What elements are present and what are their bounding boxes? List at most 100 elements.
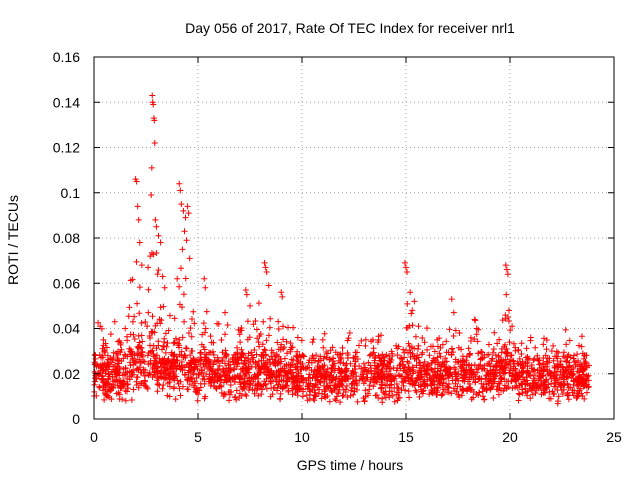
data-point	[288, 385, 295, 392]
data-point	[258, 357, 265, 364]
data-point	[236, 376, 243, 383]
data-point	[343, 383, 350, 390]
data-point	[561, 369, 568, 376]
data-point	[330, 358, 337, 365]
data-point	[240, 385, 247, 392]
data-point	[518, 350, 525, 357]
data-point	[386, 365, 393, 372]
data-point	[585, 383, 592, 390]
data-point	[544, 367, 551, 374]
data-point	[575, 357, 582, 364]
data-point	[211, 369, 218, 376]
data-point	[541, 381, 548, 388]
data-point	[165, 371, 172, 378]
data-point	[278, 377, 285, 384]
data-point	[524, 353, 531, 360]
data-point	[148, 192, 155, 199]
data-point	[294, 353, 301, 360]
data-point	[177, 265, 184, 272]
data-point	[150, 251, 157, 258]
data-point	[196, 387, 203, 394]
data-point	[509, 323, 516, 330]
data-point	[421, 339, 428, 346]
data-point	[503, 266, 510, 273]
data-point	[410, 380, 417, 387]
data-point	[197, 380, 204, 387]
data-point	[265, 365, 272, 372]
data-point	[154, 381, 161, 388]
data-point	[333, 397, 340, 404]
y-tick-label: 0.14	[53, 94, 80, 110]
data-point	[105, 384, 112, 391]
data-point	[275, 369, 282, 376]
data-point	[505, 307, 512, 314]
data-point	[505, 317, 512, 324]
data-point	[578, 343, 585, 350]
data-point	[255, 339, 262, 346]
data-point	[192, 388, 199, 395]
data-point	[375, 337, 382, 344]
data-point	[165, 356, 172, 363]
data-point	[122, 325, 129, 332]
data-point	[420, 387, 427, 394]
data-point	[452, 371, 459, 378]
data-point	[342, 367, 349, 374]
data-point	[231, 378, 238, 385]
data-point	[275, 325, 282, 332]
data-point	[463, 371, 470, 378]
data-point	[187, 352, 194, 359]
data-point	[491, 329, 498, 336]
data-point	[219, 349, 226, 356]
data-point	[428, 359, 435, 366]
data-point	[155, 338, 162, 345]
data-point	[344, 394, 351, 401]
data-point	[403, 264, 409, 271]
data-point	[138, 332, 145, 339]
data-point	[352, 363, 359, 370]
data-point	[555, 349, 562, 356]
data-point	[359, 375, 366, 382]
data-point	[450, 332, 457, 339]
data-point	[226, 369, 233, 376]
data-point	[542, 363, 549, 370]
data-point	[302, 365, 309, 372]
data-point	[105, 370, 112, 377]
data-point	[424, 376, 431, 383]
data-point	[473, 325, 480, 332]
data-point	[224, 322, 231, 329]
data-point	[478, 348, 485, 355]
data-point	[471, 361, 478, 368]
data-point	[540, 341, 547, 348]
data-point	[199, 331, 206, 338]
data-point	[361, 364, 368, 371]
data-point	[185, 210, 192, 217]
data-point	[406, 394, 413, 401]
y-tick-label: 0.16	[53, 49, 80, 65]
data-point	[538, 380, 545, 387]
data-point	[187, 325, 194, 332]
data-point	[210, 351, 217, 358]
data-point	[122, 364, 129, 371]
data-point	[405, 372, 412, 379]
data-point	[252, 359, 259, 366]
data-point	[370, 345, 377, 352]
data-point	[314, 384, 321, 391]
data-point	[426, 391, 433, 398]
data-point	[491, 373, 498, 380]
data-point	[445, 384, 452, 391]
data-point	[421, 381, 428, 388]
data-point	[339, 344, 346, 351]
data-point	[413, 377, 420, 384]
data-point	[248, 352, 255, 359]
data-point	[526, 372, 533, 379]
data-point	[229, 375, 236, 382]
data-point	[419, 374, 426, 381]
data-point	[308, 355, 315, 362]
data-point	[560, 376, 567, 383]
data-point	[327, 372, 334, 379]
data-point	[222, 331, 229, 338]
data-point	[502, 367, 509, 374]
data-point	[133, 366, 140, 373]
data-point	[551, 383, 558, 390]
data-point	[157, 304, 164, 311]
